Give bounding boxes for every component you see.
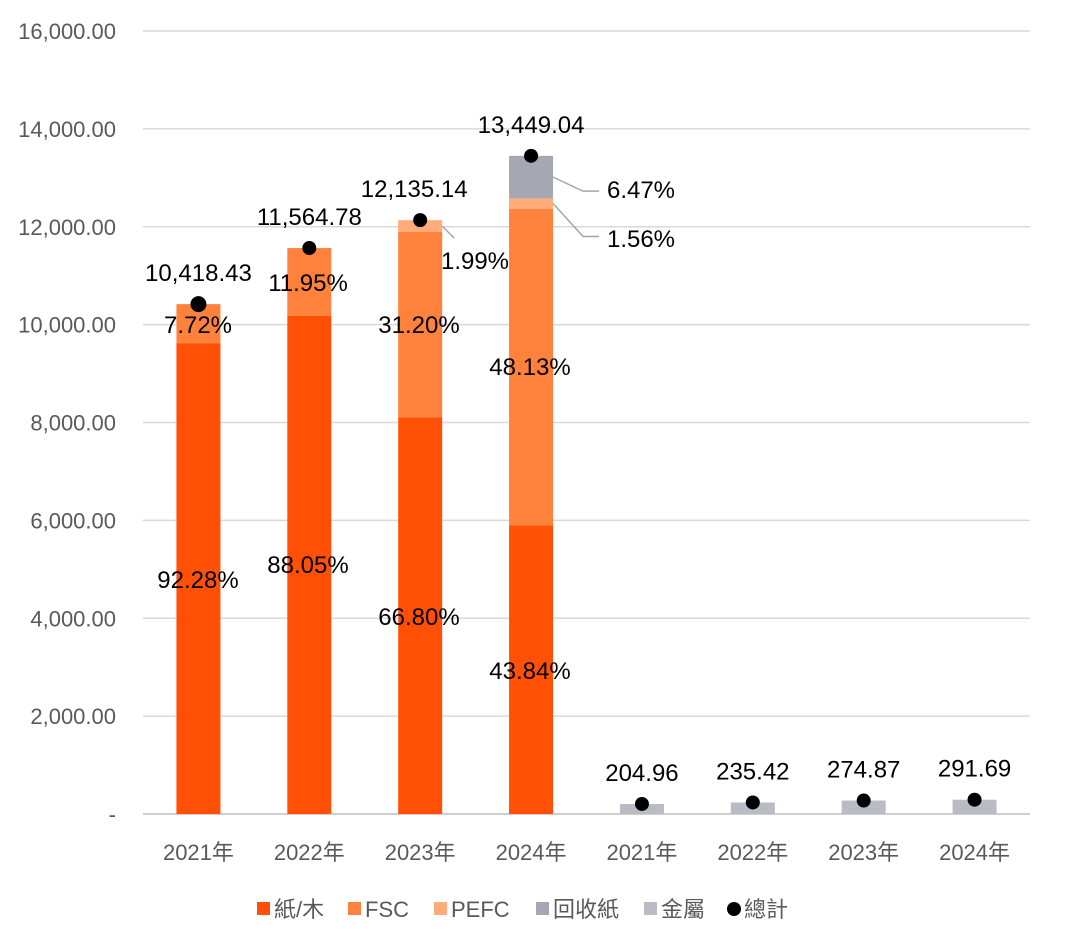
x-tick-label: 2023年 [385, 840, 456, 865]
legend-swatch [644, 902, 657, 915]
total-marker [856, 793, 871, 808]
total-marker [413, 213, 428, 228]
bar-segment [509, 208, 554, 526]
legend-swatch [434, 902, 447, 915]
x-tick-label: 2023年 [828, 840, 899, 865]
total-label: 274.87 [827, 757, 900, 784]
gridlines [143, 30, 1030, 815]
segment-label: 7.72% [164, 312, 232, 339]
legend-swatch [348, 902, 361, 915]
y-tick-label: 6,000.00 [30, 508, 116, 533]
y-tick-label: 16,000.00 [18, 19, 116, 44]
x-tick-label: 2024年 [939, 840, 1010, 865]
x-tick-label: 2021年 [163, 840, 234, 865]
y-tick-label: 8,000.00 [30, 411, 116, 436]
y-tick-label: - [109, 802, 116, 827]
total-label: 204.96 [605, 760, 678, 787]
legend-label: 紙/木 [274, 897, 324, 922]
segment-label: 11.95% [268, 270, 348, 297]
y-tick-label: 2,000.00 [30, 704, 116, 729]
legend-label: FSC [365, 897, 409, 922]
total-label: 12,135.14 [361, 176, 468, 203]
segment-label: 43.84% [489, 658, 570, 685]
x-tick-label: 2024年 [496, 840, 567, 865]
segment-label: 6.47% [607, 177, 675, 204]
leader-line [552, 203, 600, 238]
y-tick-label: 12,000.00 [18, 215, 116, 240]
x-tick-label: 2022年 [717, 840, 788, 865]
label-leader-lines [441, 176, 600, 239]
legend-label: 回收紙 [553, 897, 619, 922]
bar-segment [287, 248, 332, 316]
segment-label: 48.13% [489, 354, 570, 381]
x-axis-ticks: 2021年 2022年 2023年 2024年 2021年 2022年 2023年 2024年 [163, 840, 1010, 865]
bar-segment [509, 155, 554, 199]
total-label: 291.69 [938, 756, 1011, 783]
segment-label: 92.28% [157, 567, 238, 594]
total-marker [745, 795, 760, 810]
bar-segment [509, 198, 554, 209]
total-marker [967, 792, 982, 807]
y-tick-label: 10,000.00 [18, 313, 116, 338]
total-label: 235.42 [716, 758, 789, 785]
bar-segment [398, 417, 443, 814]
y-tick-label: 4,000.00 [30, 606, 116, 631]
leader-line [552, 176, 600, 192]
legend-label: PEFC [451, 897, 510, 922]
total-marker [524, 148, 539, 163]
y-axis-ticks: - 2,000.00 4,000.00 6,000.00 8,000.00 10,000.… [18, 19, 116, 827]
x-tick-label: 2022年 [274, 840, 345, 865]
segment-label: 31.20% [378, 312, 459, 339]
legend-swatch [257, 902, 270, 915]
total-marker [190, 296, 207, 313]
bar-segment [952, 799, 997, 814]
bar-segment [176, 343, 221, 814]
bar-segment [287, 315, 332, 814]
total-marker [302, 241, 317, 256]
segment-label: 1.56% [607, 226, 675, 253]
x-tick-label: 2021年 [606, 840, 677, 865]
bars [176, 155, 997, 814]
legend-swatch [727, 902, 741, 916]
bar-segment [398, 232, 443, 418]
bar-segment [509, 525, 554, 814]
total-label: 11,564.78 [257, 204, 362, 231]
segment-label: 88.05% [267, 552, 348, 579]
y-tick-label: 14,000.00 [18, 117, 116, 142]
segment-label: 1.99% [441, 248, 509, 275]
legend-label: 總計 [744, 897, 788, 922]
legend: 紙/木 FSC PEFC 回收紙 金屬 總計 [257, 897, 788, 922]
legend-swatch [536, 902, 549, 915]
total-label: 10,418.43 [145, 260, 252, 287]
total-marker [634, 796, 649, 811]
total-label: 13,449.04 [478, 112, 585, 139]
legend-label: 金屬 [661, 897, 705, 922]
leader-line [441, 225, 455, 239]
segment-labels: 92.28% 7.72% 88.05% 11.95% 66.80% 31.20% 1.99%… [157, 177, 675, 685]
segment-label: 66.80% [378, 604, 459, 631]
